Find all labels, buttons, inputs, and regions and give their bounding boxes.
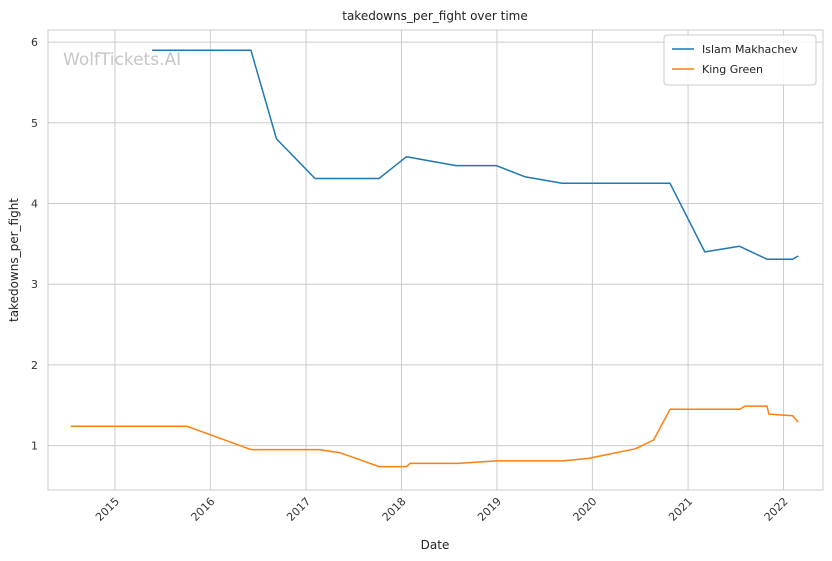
series-line-0	[152, 49, 799, 260]
series-layer	[70, 49, 799, 468]
plot-area	[47, 29, 824, 491]
y-tick-label: 4	[31, 198, 38, 211]
legend: Islam Makhachev King Green	[663, 34, 817, 86]
y-axis-label: takedowns_per_fight	[7, 198, 21, 322]
legend-box	[663, 34, 817, 86]
legend-entry: Islam Makhachev	[702, 43, 798, 56]
series-line-1	[70, 405, 799, 468]
legend-entry: King Green	[702, 63, 763, 76]
y-tick-labels: 1 2 3 4 5 6	[31, 36, 38, 453]
grid	[48, 30, 823, 490]
y-tick-label: 5	[31, 117, 38, 130]
x-axis-label: Date	[421, 538, 450, 552]
chart-title: takedowns_per_fight over time	[342, 9, 528, 23]
y-tick-label: 1	[31, 440, 38, 453]
y-tick-label: 2	[31, 359, 38, 372]
y-tick-label: 3	[31, 278, 38, 291]
y-tick-label: 6	[31, 36, 38, 49]
watermark: WolfTickets.AI	[63, 50, 181, 70]
